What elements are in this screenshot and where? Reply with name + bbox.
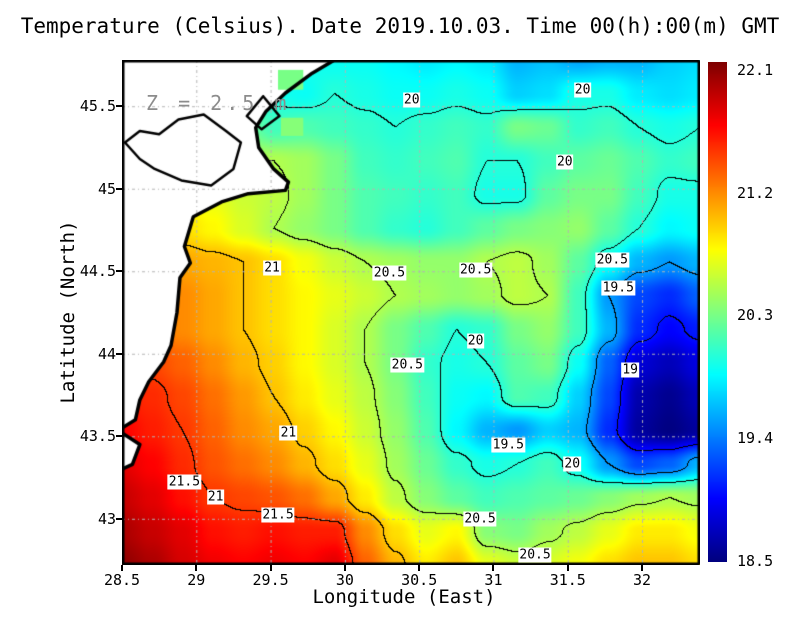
contour-label: 20: [563, 456, 582, 472]
x-tick: [343, 565, 346, 571]
y-tick-label: 45: [97, 179, 116, 198]
x-tick: [641, 565, 644, 571]
colorbar-tick-label: 20.3: [737, 306, 774, 325]
colorbar-tick-label: 21.2: [737, 183, 774, 202]
y-axis-label: Latitude (North): [57, 220, 79, 404]
y-tick: [116, 105, 122, 108]
depth-annotation: Z = 2.5 m: [146, 91, 291, 115]
x-tick: [195, 565, 198, 571]
contour-label: 20.5: [458, 262, 493, 278]
contour-label: 20: [402, 92, 421, 108]
y-tick: [116, 187, 122, 190]
contour-label: 21.5: [167, 474, 202, 490]
x-tick-label: 30.5: [401, 571, 438, 589]
y-tick: [116, 435, 122, 438]
x-tick-label: 29: [187, 571, 206, 589]
temperature-heatmap-canvas: [122, 60, 700, 565]
x-tick: [492, 565, 495, 571]
contour-label: 20: [555, 154, 574, 170]
colorbar-tick-label: 18.5: [737, 551, 774, 570]
y-tick: [116, 517, 122, 520]
contour-label: 21: [263, 260, 281, 276]
y-tick-label: 43.5: [79, 427, 116, 446]
contour-label: 20: [573, 82, 592, 98]
contour-label: 20: [466, 333, 485, 349]
colorbar-tick-label: 19.4: [737, 429, 774, 448]
y-tick: [116, 270, 122, 273]
y-tick-label: 45.5: [79, 97, 116, 116]
contour-label: 20.5: [463, 511, 497, 527]
x-tick-label: 28.5: [103, 571, 141, 589]
contour-label: 20.5: [390, 357, 424, 373]
x-tick: [566, 565, 569, 571]
x-tick: [418, 565, 421, 571]
contour-label: 20.5: [372, 265, 407, 281]
contour-label: 21: [206, 489, 225, 505]
y-tick: [116, 352, 122, 355]
contour-label: 19.5: [601, 280, 635, 296]
contour-label: 19: [621, 362, 639, 378]
colorbar-tick-label: 22.1: [737, 61, 774, 80]
x-tick-label: 30: [335, 571, 354, 589]
x-tick-label: 31: [484, 571, 503, 589]
contour-label: 20.5: [595, 252, 629, 268]
x-tick: [121, 565, 123, 571]
y-tick-label: 44: [97, 344, 116, 363]
contour-label: 19.5: [491, 437, 525, 453]
y-tick-label: 43: [97, 509, 116, 528]
x-axis-label: Longitude (East): [312, 586, 496, 608]
x-tick: [269, 565, 272, 571]
figure-title: Temperature (Celsius). Date 2019.10.03. …: [20, 14, 780, 38]
contour-label: 20.5: [518, 547, 552, 563]
x-tick-label: 32: [633, 571, 652, 589]
y-tick-label: 44.5: [79, 262, 116, 281]
contour-label: 21.5: [261, 507, 295, 523]
x-tick-label: 29.5: [252, 571, 289, 589]
x-tick-label: 31.5: [549, 571, 586, 589]
contour-label: 21: [279, 425, 298, 441]
colorbar-canvas: [708, 62, 727, 562]
